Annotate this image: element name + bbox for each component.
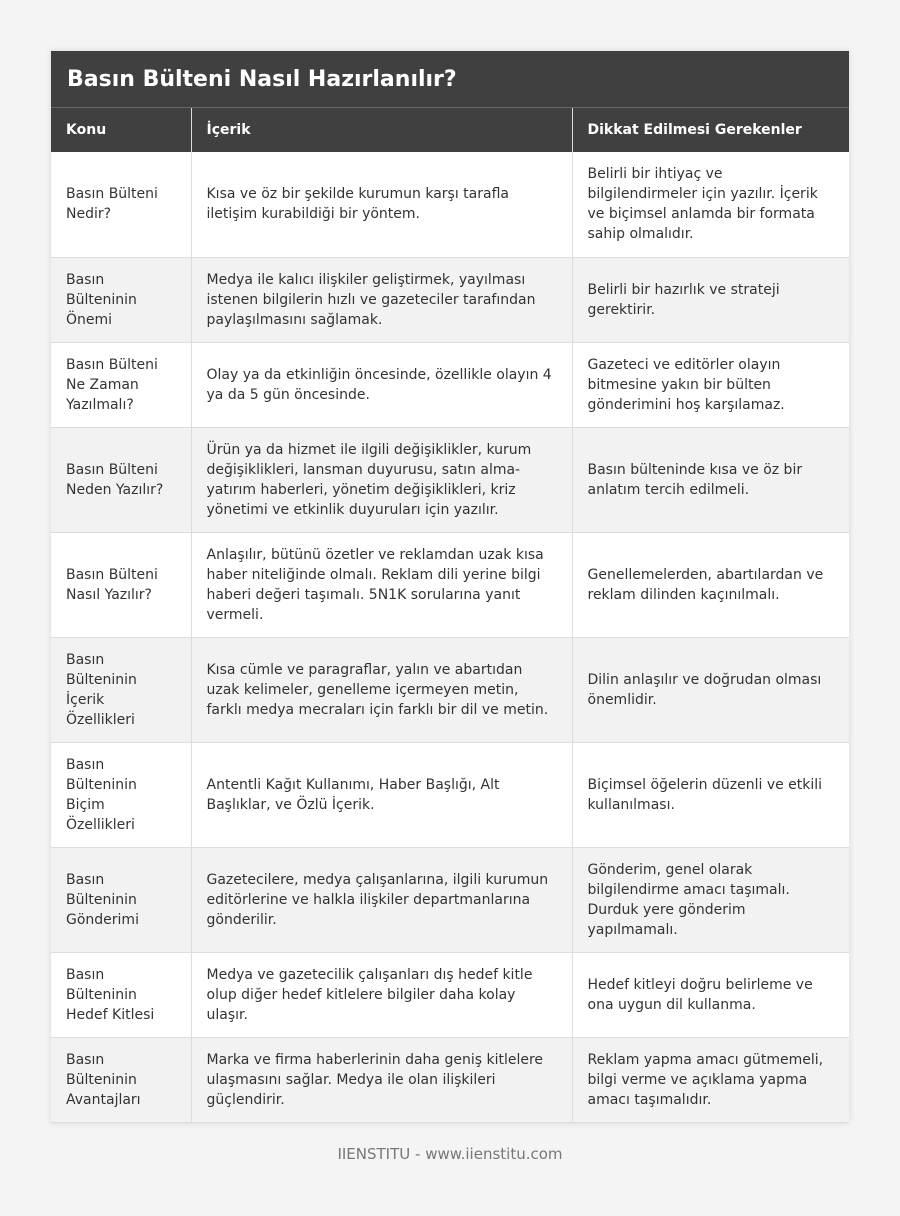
cell-notes: Belirli bir ihtiyaç ve bilgilendirmeler … [572,152,849,258]
page-title: Basın Bülteni Nasıl Hazırlanılır? [51,51,849,108]
table-row: Basın Bülteninin Gönderimi Gazetecilere, … [51,847,849,953]
cell-notes: Hedef kitleyi doğru belirleme ve ona uyg… [572,952,849,1038]
column-header: İçerik [191,108,573,152]
cell-notes: Biçimsel öğelerin düzenli ve etkili kull… [572,742,849,848]
table-row: Basın Bülteninin Önemi Medya ile kalıcı i… [51,257,849,343]
cell-content: Medya ve gazetecilik çalışanları dış hed… [191,952,573,1038]
cell-notes: Gazeteci ve editörler olayın bitmesine y… [572,342,849,428]
cell-topic: Basın Bülteni Ne Zaman Yazılmalı? [51,342,192,428]
footer-credit: IIENSTITU - www.iienstitu.com [337,1145,563,1163]
cell-content: Olay ya da etkinliğin öncesinde, özellik… [191,342,573,428]
cell-content: Ürün ya da hizmet ile ilgili değişiklikl… [191,427,573,533]
table-row: Basın Bülteninin İçerik Özellikleri Kısa … [51,637,849,743]
cell-notes: Gönderim, genel olarak bilgilendirme ama… [572,847,849,953]
column-header: Konu [51,108,192,152]
cell-notes: Reklam yapma amacı gütmemeli, bilgi verm… [572,1037,849,1123]
cell-notes: Basın bülteninde kısa ve öz bir anlatım … [572,427,849,533]
table-row: Basın Bülteni Nasıl Yazılır? Anlaşılır, b… [51,532,849,638]
cell-topic: Basın Bülteni Nasıl Yazılır? [51,532,192,638]
cell-content: Anlaşılır, bütünü özetler ve reklamdan u… [191,532,573,638]
table-row: Basın Bülteni Nedir? Kısa ve öz bir şekil… [51,152,849,258]
cell-content: Antentli Kağıt Kullanımı, Haber Başlığı,… [191,742,573,848]
cell-notes: Belirli bir hazırlık ve strateji gerekti… [572,257,849,343]
cell-topic: Basın Bülteninin Avantajları [51,1037,192,1123]
cell-topic: Basın Bülteni Neden Yazılır? [51,427,192,533]
cell-topic: Basın Bülteninin Hedef Kitlesi [51,952,192,1038]
table-row: Basın Bülteninin Hedef Kitlesi Medya ve g… [51,952,849,1038]
cell-topic: Basın Bülteninin Biçim Özellikleri [51,742,192,848]
cell-content: Gazetecilere, medya çalışanlarına, ilgil… [191,847,573,953]
data-table: Konu İçerik Dikkat Edilmesi Gerekenler B… [51,108,849,1123]
cell-content: Kısa cümle ve paragraflar, yalın ve abar… [191,637,573,743]
table-row: Basın Bülteni Neden Yazılır? Ürün ya da h… [51,427,849,533]
column-header: Dikkat Edilmesi Gerekenler [572,108,849,152]
table-row: Basın Bülteninin Avantajları Marka ve fir… [51,1037,849,1123]
cell-content: Kısa ve öz bir şekilde kurumun karşı tar… [191,152,573,258]
cell-content: Marka ve firma haberlerinin daha geniş k… [191,1037,573,1123]
cell-topic: Basın Bülteninin Gönderimi [51,847,192,953]
cell-topic: Basın Bülteninin Önemi [51,257,192,343]
table-card: Basın Bülteni Nasıl Hazırlanılır? Konu İ… [51,51,849,1123]
cell-topic: Basın Bülteni Nedir? [51,152,192,258]
table-row: Basın Bülteninin Biçim Özellikleri Antent… [51,742,849,848]
header-row: Konu İçerik Dikkat Edilmesi Gerekenler [51,108,849,152]
cell-notes: Dilin anlaşılır ve doğrudan olması öneml… [572,637,849,743]
table-row: Basın Bülteni Ne Zaman Yazılmalı? Olay ya… [51,342,849,428]
cell-topic: Basın Bülteninin İçerik Özellikleri [51,637,192,743]
cell-content: Medya ile kalıcı ilişkiler geliştirmek, … [191,257,573,343]
cell-notes: Genellemelerden, abartılardan ve reklam … [572,532,849,638]
